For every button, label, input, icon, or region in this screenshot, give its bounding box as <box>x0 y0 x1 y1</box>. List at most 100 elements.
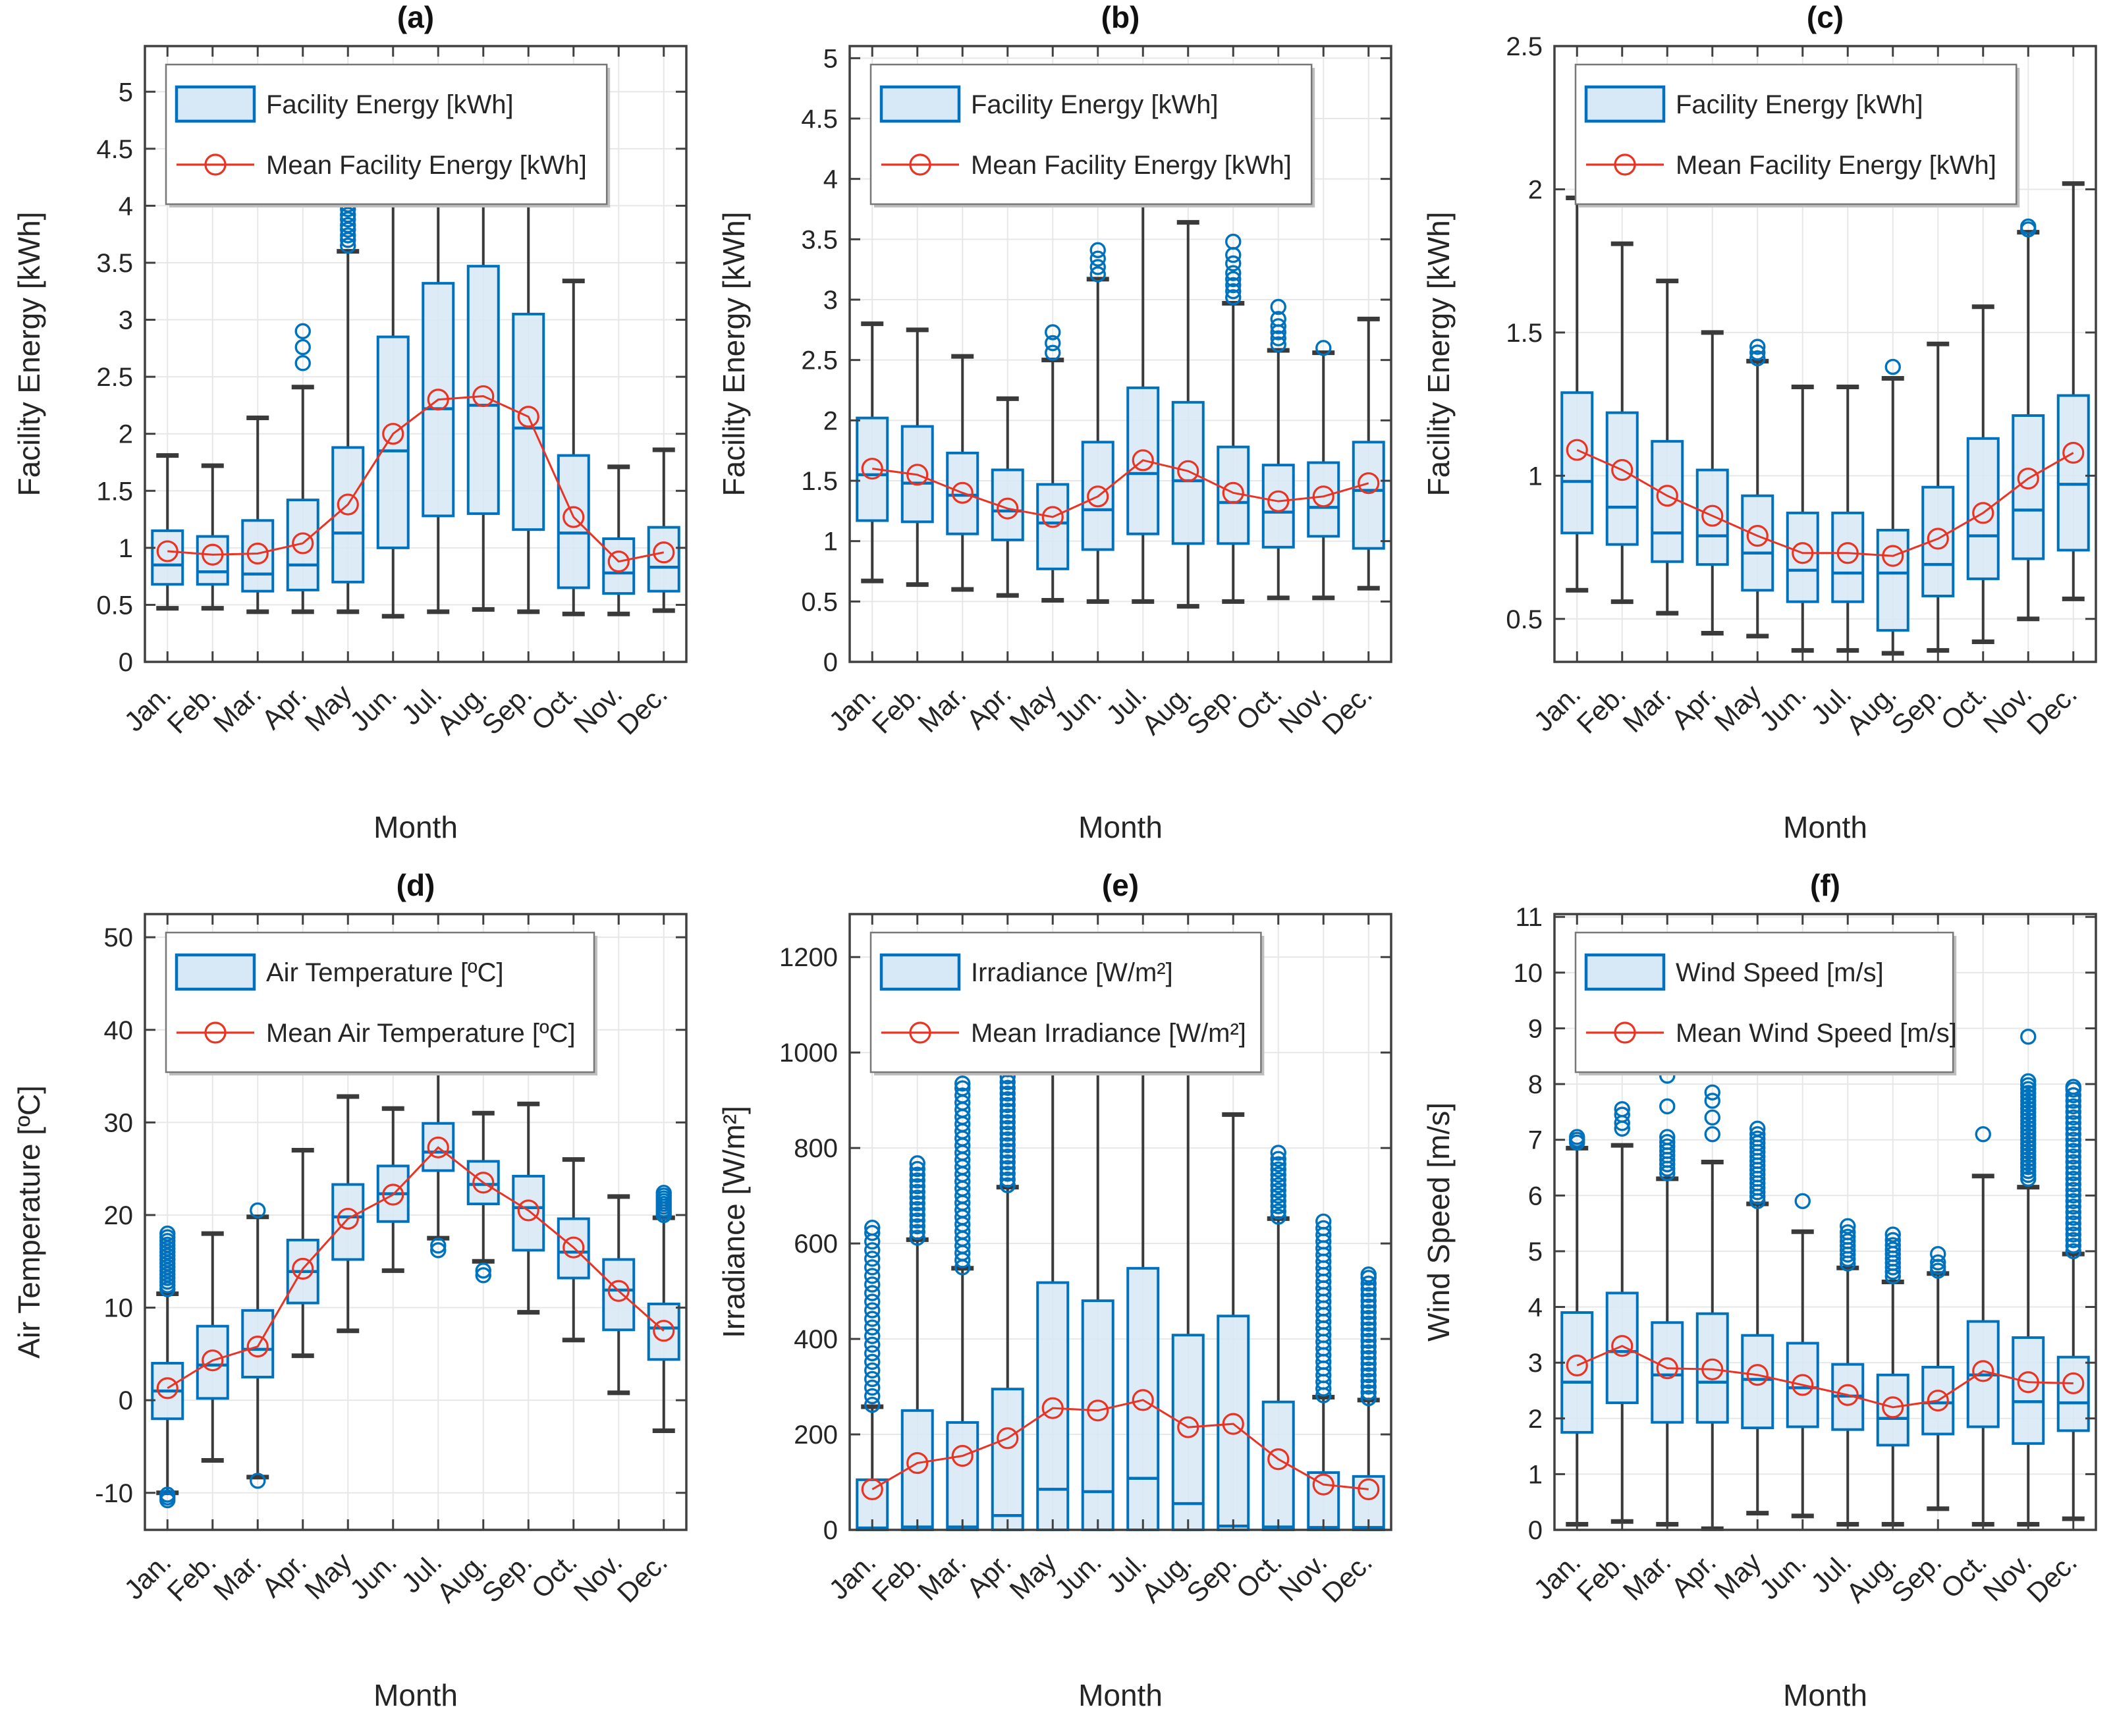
boxplot-box <box>602 537 636 595</box>
outlier-marker <box>1270 1187 1286 1204</box>
outlier-marker <box>1659 1098 1676 1115</box>
mean-marker <box>1358 1478 1380 1500</box>
outlier-marker <box>2065 1232 2081 1249</box>
mean-marker <box>1927 528 1949 550</box>
outlier-marker <box>1704 1109 1720 1126</box>
boxplot-box <box>1560 1311 1594 1434</box>
mean-marker <box>1041 1397 1064 1419</box>
outlier-marker <box>1225 271 1242 288</box>
mean-marker <box>1972 1360 1994 1382</box>
mean-marker <box>1611 1335 1634 1357</box>
outlier-marker <box>1884 1226 1901 1243</box>
outlier-marker <box>2065 1079 2081 1095</box>
outlier-marker <box>909 1166 925 1183</box>
y-tick-label: 9 <box>1528 1014 1543 1043</box>
boxplot-box <box>1081 1299 1114 1531</box>
y-tick-label: 4 <box>823 165 838 194</box>
boxplot-box <box>1605 411 1639 546</box>
y-tick-label: 1.5 <box>801 467 838 496</box>
boxplot-box <box>1307 461 1340 538</box>
mean-marker <box>1927 1390 1949 1412</box>
outlier-marker <box>1704 1084 1720 1100</box>
mean-marker <box>1566 1354 1588 1376</box>
outlier-marker <box>864 1388 881 1405</box>
outlier-marker <box>1270 1145 1286 1161</box>
mean-marker <box>563 506 585 528</box>
outlier-marker <box>1360 1292 1377 1309</box>
y-tick-label: 1200 <box>779 943 838 972</box>
mean-marker <box>427 389 449 411</box>
outlier-marker <box>1225 255 1242 272</box>
boxplot-box <box>602 1258 636 1332</box>
mean-marker <box>653 1320 675 1342</box>
outlier-marker <box>1270 1166 1286 1183</box>
boxplot-box <box>1651 1321 1684 1424</box>
y-tick-label: 3.5 <box>801 225 838 254</box>
outlier-marker <box>2065 1126 2081 1143</box>
legend-mean-marker-icon <box>1614 153 1636 176</box>
mean-marker <box>1656 1357 1678 1380</box>
outlier-marker <box>1360 1349 1377 1367</box>
panel-title: (a) <box>397 0 434 34</box>
outlier-marker <box>864 1379 881 1396</box>
y-tick-label: 7 <box>1528 1126 1543 1155</box>
outlier-marker <box>2065 1165 2081 1181</box>
outlier-marker <box>864 1276 881 1293</box>
y-tick-label: 800 <box>794 1134 838 1163</box>
outlier-marker <box>1749 344 1766 361</box>
outlier-marker <box>1614 1106 1630 1123</box>
outlier-marker <box>909 1224 925 1240</box>
outlier-marker <box>1270 1177 1286 1193</box>
axes-border <box>848 45 1392 663</box>
outlier-marker <box>2065 1098 2081 1115</box>
y-tick-label: 0 <box>823 648 838 677</box>
y-axis-label: Irradiance [W/m²] <box>717 1106 751 1338</box>
outlier-marker <box>1360 1338 1377 1355</box>
outlier-marker <box>909 1201 925 1218</box>
mean-marker <box>1792 542 1814 564</box>
outlier-marker <box>1749 1126 1766 1143</box>
y-tick-label: 1.5 <box>1506 319 1543 348</box>
outlier-marker <box>1884 1232 1901 1249</box>
outlier-marker <box>999 1108 1016 1125</box>
outlier-marker <box>2065 1204 2081 1220</box>
outlier-marker <box>1840 1233 1856 1249</box>
outlier-marker <box>1360 1287 1377 1303</box>
outlier-marker <box>954 1080 971 1097</box>
outlier-marker <box>1270 1198 1286 1214</box>
mean-marker <box>1836 1384 1859 1406</box>
mean-marker <box>202 1349 224 1372</box>
boxplot-box <box>1831 511 1865 603</box>
outlier-marker <box>999 1149 1016 1165</box>
mean-marker <box>1177 1416 1199 1438</box>
mean-marker <box>292 1257 314 1280</box>
outlier-marker <box>1749 339 1766 355</box>
mean-line <box>871 1399 1369 1490</box>
outlier-marker <box>159 1225 176 1242</box>
outlier-marker <box>864 1396 881 1413</box>
mean-marker <box>337 493 359 516</box>
outlier-marker <box>250 1473 266 1489</box>
mean-marker <box>156 540 179 562</box>
outlier-marker <box>2065 1148 2081 1165</box>
y-tick-label: 1 <box>1528 462 1543 491</box>
mean-marker <box>951 1445 974 1467</box>
y-tick-label: 2 <box>823 406 838 435</box>
legend-label-mean: Mean Air Temperature [ºC] <box>266 1019 576 1048</box>
outlier-marker <box>2065 1120 2081 1137</box>
legend-label-mean: Mean Wind Speed [m/s] <box>1676 1019 1957 1048</box>
outlier-marker <box>340 217 356 234</box>
mean-marker <box>202 543 224 566</box>
x-axis-label: Month <box>373 810 458 844</box>
mean-marker <box>563 1236 585 1259</box>
y-tick-label: 6 <box>1528 1181 1543 1210</box>
boxplot-box <box>1171 1334 1205 1531</box>
outlier-marker <box>864 1311 881 1327</box>
outlier-marker <box>1360 1275 1377 1292</box>
outlier-marker <box>250 1202 266 1219</box>
y-axis-label: Wind Speed [m/s] <box>1421 1102 1456 1342</box>
legend-label-series: Irradiance [W/m²] <box>971 958 1173 987</box>
outlier-marker <box>430 1237 447 1254</box>
mean-marker <box>382 423 404 445</box>
outlier-marker <box>655 1185 672 1201</box>
